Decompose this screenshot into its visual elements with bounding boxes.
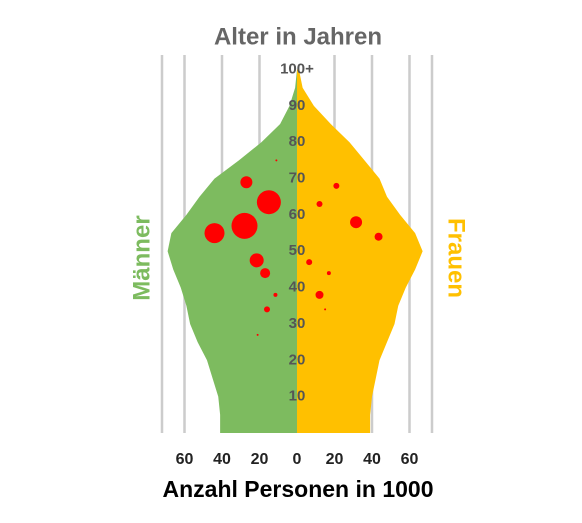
y-tick-label: 20 [289,351,306,368]
x-tick-label: 60 [176,451,194,468]
x-axis-label: Anzahl Personen in 1000 [163,476,434,502]
bubble [260,268,271,279]
y-tick-label: 30 [289,315,306,332]
x-tick-label: 20 [251,451,269,468]
bubble [326,271,331,276]
y-tick-label: 80 [289,133,306,150]
x-tick-label: 40 [213,451,231,468]
y-tick-label: 40 [289,279,306,296]
chart-title: Alter in Jahren [214,23,382,50]
bubble [333,182,340,189]
x-tick-label: 20 [326,451,344,468]
x-tick-label: 40 [363,451,381,468]
bubble [306,259,313,266]
x-tick-label: 0 [293,451,302,468]
bubble [231,212,258,239]
series-label: Frauen [443,218,470,298]
population-area [167,69,297,434]
y-tick-label: 10 [289,388,306,405]
x-tick-label: 60 [401,451,419,468]
bubble [256,190,281,215]
population-area [297,69,423,434]
bubble [316,201,323,208]
bubble [240,176,253,189]
y-tick-label: 70 [289,170,306,187]
bubble [350,216,363,229]
y-tick-label: 60 [289,206,306,223]
bubble [264,306,270,313]
bubble [275,159,278,162]
bubble [374,232,383,241]
y-tick-label: 100+ [280,61,314,78]
y-tick-label: 50 [289,242,306,259]
series-label: Männer [128,215,155,300]
bubble [249,253,264,268]
bubble [273,292,278,297]
bubble [204,223,225,244]
bubble [256,333,259,336]
bubble [315,290,324,299]
bubble [324,308,327,311]
y-tick-label: 90 [289,97,306,114]
